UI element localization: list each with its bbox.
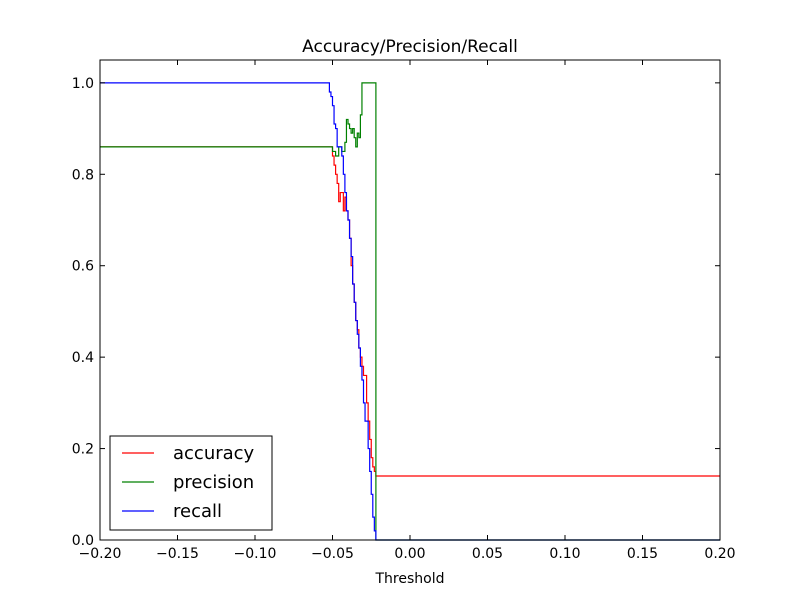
y-tick-label: 0.8 <box>72 167 94 183</box>
x-tick-label: 0.00 <box>394 546 425 562</box>
y-tick-label: 0.6 <box>72 259 94 275</box>
x-tick-label: 0.15 <box>627 546 658 562</box>
x-tick-label: 0.10 <box>549 546 580 562</box>
chart-title: Accuracy/Precision/Recall <box>302 37 518 57</box>
legend-box <box>109 435 273 531</box>
x-tick-label: 0.20 <box>704 546 735 562</box>
x-axis-label: Threshold <box>375 571 445 587</box>
series-layer <box>100 82 720 541</box>
legend-label-precision: precision <box>173 472 254 493</box>
x-tick-label: −0.10 <box>234 546 277 562</box>
x-tick-label: −0.15 <box>156 546 199 562</box>
y-tick-label: 0.4 <box>72 350 94 366</box>
series-line-recall <box>100 82 720 541</box>
x-tick-label: −0.20 <box>79 546 122 562</box>
legend-label-recall: recall <box>173 501 222 522</box>
y-tick-label: 1.0 <box>72 76 94 92</box>
y-tick-label: 0.0 <box>72 533 94 549</box>
x-tick-label: −0.05 <box>311 546 354 562</box>
y-tick-label: 0.2 <box>72 442 94 458</box>
ticks-layer: −0.20 −0.15 −0.10 −0.05 0.00 0.05 0.10 0.15 0.20… <box>72 60 736 562</box>
legend: accuracy precision recall <box>109 435 273 531</box>
legend-label-accuracy: accuracy <box>173 443 255 464</box>
x-tick-label: 0.05 <box>472 546 503 562</box>
legend-items: accuracy precision recall <box>122 443 255 522</box>
